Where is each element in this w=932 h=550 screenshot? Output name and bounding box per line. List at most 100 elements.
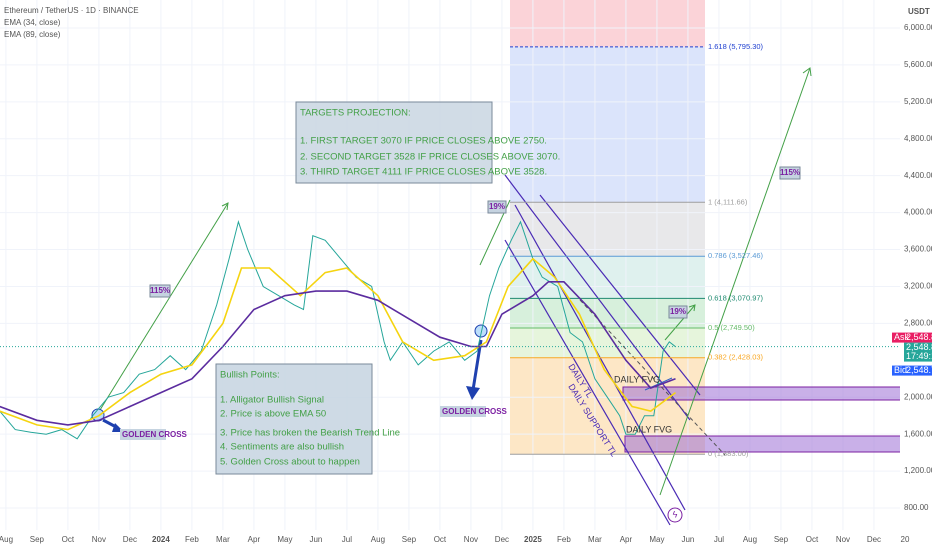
x-tick-label: 2025 [524, 535, 542, 544]
label-bg [440, 406, 486, 417]
fib-label: 0.786 (3,527.46) [708, 251, 764, 260]
y-tick-label: 800.00 [904, 503, 929, 512]
y-tick-label: 3,200.00 [904, 282, 932, 291]
fvg-zone [624, 435, 931, 453]
golden-cross-label: GOLDEN CROSS [442, 407, 508, 416]
bullish-line: 4. Sentiments are also bullish [220, 442, 344, 453]
fib-zones [510, 0, 705, 455]
zone-label: DAILY FVG [626, 424, 672, 434]
fib-label: 1 (4,111.66) [708, 197, 748, 206]
countdown: 17:49:14 [906, 351, 932, 361]
label-bg [487, 200, 507, 214]
arrow [471, 339, 483, 391]
bullish-line: 1. Alligator Bullish Signal [220, 395, 324, 406]
ask-price: 2,548.80 [906, 332, 932, 342]
y-tick-label: 1,200.00 [904, 466, 932, 475]
target-line: 3. THIRD TARGET 4111 IF PRICE CLOSES ABO… [300, 167, 547, 178]
ema-line [0, 281, 676, 426]
y-tick-label: 5,600.00 [904, 60, 932, 69]
y-tick-label: 2,800.00 [904, 319, 932, 328]
indicator-legend: EMA (34, close) [4, 18, 61, 27]
x-tick-label: Jul [342, 535, 352, 544]
ask-tag [892, 332, 932, 343]
zone-label: DAILY FVG [614, 374, 660, 384]
bullish-line: 3. Price has broken the Bearish Trend Li… [220, 428, 400, 439]
x-tick-label: Dec [495, 535, 509, 544]
symbol-title: Ethereum / TetherUS · 1D · BINANCE [4, 6, 139, 15]
x-tick-label: Aug [371, 535, 385, 544]
time-axis-bg [0, 530, 932, 550]
x-tick-label: Sep [774, 535, 789, 544]
currency-label: USDT [908, 7, 930, 16]
y-tick-label: 5,200.00 [904, 97, 932, 106]
bullish-box [215, 363, 373, 475]
x-tick-label: Apr [620, 535, 633, 544]
x-tick-label: Apr [248, 535, 261, 544]
y-tick-label: 4,400.00 [904, 171, 932, 180]
indicator-legend: EMA (89, close) [4, 30, 61, 39]
x-tick-label: Dec [123, 535, 137, 544]
percent-label: 115% [150, 286, 170, 295]
price-line [0, 220, 676, 440]
fib-label: 0.5 (2,749.50) [708, 323, 755, 332]
y-tick-label: 4,000.00 [904, 208, 932, 217]
x-tick-label: 2024 [152, 535, 170, 544]
x-tick-label: Oct [62, 535, 75, 544]
bid-label: Bid [894, 365, 907, 375]
percent-label: 115% [780, 168, 800, 177]
x-tick-label: Sep [30, 535, 45, 544]
targets-box [295, 101, 493, 184]
x-tick-label: May [277, 535, 292, 544]
bid-price: 2,548.79 [906, 365, 932, 375]
x-tick-label: Aug [743, 535, 757, 544]
x-tick-label: Mar [216, 535, 230, 544]
bid-tag [892, 365, 932, 376]
x-tick-label: May [649, 535, 664, 544]
cross-marker [474, 324, 488, 338]
x-tick-label: Oct [806, 535, 819, 544]
x-tick-label: Feb [185, 535, 199, 544]
dashed-trendline [579, 299, 726, 456]
label-bg [779, 166, 801, 180]
y-tick-label: 1,600.00 [904, 429, 932, 438]
bullish-line: 2. Price is above EMA 50 [220, 409, 326, 420]
percent-label: 19% [670, 307, 686, 316]
y-tick-label: 6,000.00 [904, 23, 932, 32]
ask-label: Ask [894, 332, 910, 342]
x-tick-label: Jul [714, 535, 724, 544]
y-tick-label: 2,000.00 [904, 392, 932, 401]
annotations: TARGETS PROJECTION: 1. FIRST TARGET 3070… [120, 101, 801, 475]
golden-cross-label: GOLDEN CROSS [122, 430, 188, 439]
x-tick-label: Sep [402, 535, 417, 544]
x-tick-label: Feb [557, 535, 571, 544]
x-tick-label: Nov [464, 535, 478, 544]
label-bg [668, 305, 688, 319]
arrow-head [466, 386, 480, 400]
series [0, 220, 676, 440]
axis-bg [900, 0, 932, 550]
zone [510, 46, 705, 203]
target-line: 2. SECOND TARGET 3528 IF PRICE CLOSES AB… [300, 152, 560, 163]
x-tick-label: Dec [867, 535, 881, 544]
label-bg [120, 429, 166, 440]
fib-label: 0.382 (2,428.03) [708, 353, 764, 362]
x-tick-label: Nov [92, 535, 106, 544]
fib-label: 1.618 (5,795.30) [708, 42, 764, 51]
x-tick-label: Jun [681, 535, 694, 544]
alert-glyph[interactable]: ϟ [673, 509, 678, 519]
x-tick-label: Mar [588, 535, 602, 544]
y-tick-label: 3,600.00 [904, 245, 932, 254]
ema-line [0, 257, 676, 431]
targets-title: TARGETS PROJECTION: [300, 108, 411, 119]
fib-label: 0.618 (3,070.97) [708, 293, 764, 302]
target-line: 1. FIRST TARGET 3070 IF PRICE CLOSES ABO… [300, 136, 547, 147]
last-price: 2,548.80 [906, 342, 932, 352]
x-tick-label: Oct [434, 535, 447, 544]
alert-icon[interactable] [667, 507, 683, 523]
x-tick-label: Jun [309, 535, 322, 544]
fib-label: 0 (1,383.00) [708, 449, 749, 458]
bullish-title: Bullish Points: [220, 370, 280, 381]
bullish-line: 5. Golden Cross about to happen [220, 457, 360, 468]
